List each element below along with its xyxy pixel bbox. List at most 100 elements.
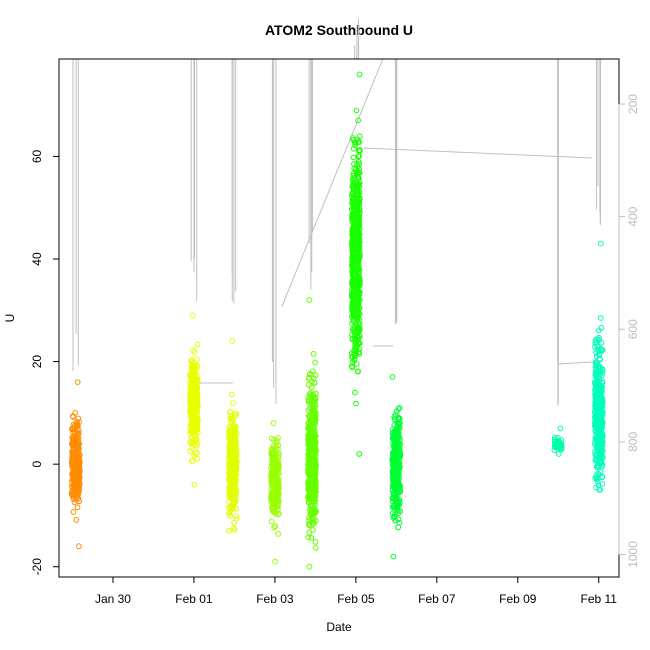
data-point: [592, 422, 599, 429]
data-point: [73, 449, 80, 456]
data-point: [391, 450, 398, 457]
data-point: [231, 519, 238, 526]
data-point: [349, 326, 356, 333]
data-point: [274, 484, 281, 491]
data-point: [594, 343, 600, 350]
data-point: [597, 365, 604, 372]
data-point: [592, 397, 599, 404]
data-point: [191, 429, 198, 436]
right-tick-label: 800: [626, 432, 640, 452]
data-point: [187, 390, 194, 396]
data-point: [191, 396, 198, 402]
data-point: [393, 408, 400, 415]
data-point: [70, 467, 77, 474]
right-tick-label: 600: [626, 319, 640, 339]
data-point: [354, 186, 361, 193]
data-point: [307, 479, 314, 485]
data-point: [555, 451, 562, 457]
data-point: [74, 379, 81, 386]
data-point: [228, 391, 235, 398]
data-point: [349, 304, 355, 311]
data-point: [355, 190, 362, 197]
data-point: [75, 483, 82, 490]
data-point: [593, 484, 599, 491]
data-point: [305, 442, 312, 448]
right-tick-label: 200: [626, 94, 640, 114]
data-point: [394, 475, 401, 482]
data-point: [393, 480, 399, 487]
data-point: [227, 451, 234, 458]
data-point: [229, 338, 236, 345]
data-point: [391, 422, 398, 428]
data-point: [356, 266, 363, 273]
data-point: [275, 531, 282, 537]
data-point: [349, 216, 355, 222]
y-tick-label: 40: [30, 252, 44, 266]
data-point: [352, 142, 359, 149]
depth-trace-connector: [557, 361, 593, 404]
data-point: [397, 450, 403, 457]
plot-frame: [58, 58, 620, 578]
data-point: [355, 117, 362, 124]
data-point: [76, 478, 83, 485]
data-point: [350, 154, 357, 161]
data-point: [70, 487, 77, 494]
data-point: [592, 372, 599, 379]
data-point: [232, 457, 238, 464]
data-point: [194, 356, 200, 363]
data-point: [594, 398, 600, 405]
data-point: [554, 441, 561, 448]
data-point: [597, 315, 604, 321]
data-point: [194, 384, 201, 391]
data-point: [596, 402, 603, 409]
data-point: [310, 444, 316, 451]
data-point: [594, 478, 601, 485]
data-point: [394, 425, 401, 432]
data-point: [229, 451, 236, 458]
data-point: [76, 466, 83, 473]
data-point: [598, 324, 605, 331]
x-axis: Jan 30 Feb 01 Feb 03 Feb 05 Feb 07 Feb 09 Feb …: [95, 576, 617, 606]
data-point: [275, 461, 282, 468]
data-point: [275, 485, 282, 492]
data-point: [227, 493, 234, 499]
data-point: [269, 505, 276, 511]
data-point: [230, 400, 237, 407]
data-point: [356, 133, 363, 140]
data-point: [596, 351, 603, 357]
data-point: [270, 476, 276, 483]
data-point: [353, 276, 359, 283]
data-point: [76, 463, 82, 470]
data-point: [354, 207, 361, 214]
data-point: [354, 255, 361, 262]
data-point: [188, 378, 195, 385]
data-point: [311, 379, 318, 386]
data-point: [192, 450, 199, 457]
data-point: [391, 480, 397, 486]
data-point: [307, 430, 313, 437]
data-point: [597, 459, 604, 466]
data-point: [308, 400, 314, 407]
data-point: [231, 475, 238, 482]
data-point: [194, 395, 201, 401]
data-point: [311, 408, 318, 414]
data-point: [305, 382, 312, 388]
data-point: [395, 414, 402, 421]
data-point: [594, 381, 601, 387]
data-point: [311, 488, 318, 495]
data-point: [193, 443, 200, 449]
data-point: [306, 563, 313, 570]
data-point: [231, 527, 238, 533]
data-point: [352, 320, 359, 326]
data-point: [595, 470, 601, 477]
data-point: [350, 137, 357, 143]
data-point: [188, 364, 195, 371]
data-point: [309, 520, 316, 527]
data-point: [73, 422, 80, 429]
data-point: [353, 300, 360, 306]
data-point: [193, 387, 200, 394]
data-point: [355, 290, 361, 296]
data-point: [356, 326, 363, 333]
data-point: [230, 501, 237, 508]
data-point: [594, 441, 601, 448]
